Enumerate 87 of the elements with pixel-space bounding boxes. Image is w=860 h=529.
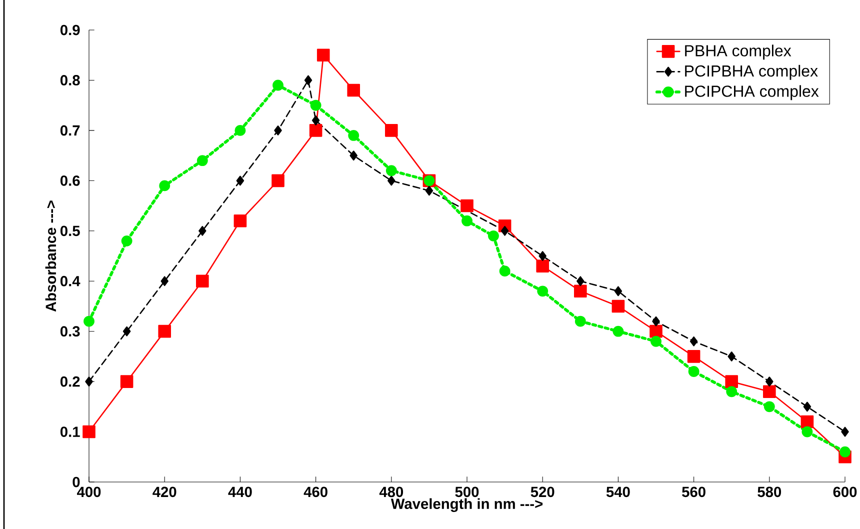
point bbox=[425, 186, 434, 196]
x-tick-label: 560 bbox=[682, 486, 706, 498]
point bbox=[725, 375, 738, 388]
point bbox=[388, 176, 396, 186]
y-tick-label: 0.2 bbox=[60, 376, 80, 387]
point bbox=[348, 130, 360, 141]
point bbox=[764, 401, 775, 412]
point bbox=[652, 316, 660, 326]
point bbox=[688, 366, 700, 377]
point bbox=[316, 48, 330, 62]
x-tick-label: 520 bbox=[530, 486, 554, 498]
y-tick-label: 0.5 bbox=[60, 226, 80, 236]
legend-label: PBHA complex bbox=[685, 44, 792, 60]
point bbox=[236, 176, 244, 186]
point bbox=[840, 446, 850, 458]
point bbox=[690, 336, 698, 346]
point bbox=[803, 402, 812, 412]
point bbox=[538, 251, 546, 261]
x-axis-title: Wavelength in nm ---> bbox=[390, 498, 543, 512]
point bbox=[612, 326, 624, 337]
point bbox=[234, 214, 247, 228]
point bbox=[198, 226, 206, 236]
legend-label: PCIPCHA complex bbox=[685, 85, 819, 100]
point bbox=[462, 215, 472, 226]
x-tick-label: 440 bbox=[228, 486, 252, 498]
point bbox=[272, 80, 284, 91]
point bbox=[537, 286, 548, 297]
point bbox=[650, 324, 662, 338]
point bbox=[650, 336, 662, 347]
point bbox=[726, 386, 738, 398]
x-tick-label: 460 bbox=[304, 486, 328, 498]
y-tick-label: 0.8 bbox=[60, 75, 80, 86]
y-tick-label: 0.9 bbox=[60, 24, 80, 36]
point bbox=[574, 316, 586, 327]
point bbox=[85, 376, 93, 386]
point bbox=[159, 180, 170, 192]
point bbox=[766, 376, 774, 386]
x-tick-label: 400 bbox=[77, 486, 101, 498]
point bbox=[460, 199, 474, 212]
point bbox=[120, 375, 134, 388]
point bbox=[800, 415, 814, 428]
point bbox=[488, 230, 499, 242]
y-tick-label: 0.4 bbox=[60, 276, 80, 286]
point bbox=[309, 124, 322, 137]
y-tick-label: 0.3 bbox=[60, 326, 80, 337]
point bbox=[614, 286, 622, 296]
point bbox=[196, 274, 209, 288]
point bbox=[802, 426, 813, 438]
point bbox=[272, 174, 284, 188]
point bbox=[728, 352, 736, 362]
point bbox=[84, 316, 94, 327]
x-tick-label: 580 bbox=[758, 486, 782, 498]
x-tick-label: 600 bbox=[833, 486, 857, 498]
point bbox=[687, 350, 700, 363]
point bbox=[158, 324, 172, 338]
point bbox=[234, 124, 246, 136]
point bbox=[160, 276, 168, 286]
point bbox=[312, 115, 320, 126]
y-tick-label: 0.7 bbox=[60, 125, 80, 136]
point bbox=[350, 150, 358, 160]
y-axis-title: Absorbance ---> bbox=[45, 200, 56, 312]
point bbox=[763, 385, 776, 398]
point bbox=[347, 84, 360, 97]
point bbox=[385, 124, 398, 137]
x-tick-label: 480 bbox=[379, 486, 404, 498]
point bbox=[386, 165, 397, 176]
legend-label: PCIPBHA complex bbox=[685, 64, 818, 80]
x-tick-label: 420 bbox=[152, 486, 176, 498]
y-tick-label: 0.6 bbox=[60, 175, 80, 186]
point bbox=[121, 235, 132, 246]
point bbox=[576, 276, 584, 286]
y-tick-label: 0.1 bbox=[60, 426, 80, 437]
point bbox=[310, 100, 322, 111]
point bbox=[841, 426, 849, 437]
point bbox=[82, 425, 96, 438]
point bbox=[612, 300, 625, 313]
point bbox=[122, 326, 131, 336]
point bbox=[304, 75, 312, 86]
point bbox=[196, 155, 208, 166]
x-tick-label: 500 bbox=[455, 486, 479, 498]
point bbox=[574, 284, 587, 298]
point bbox=[274, 126, 282, 136]
point bbox=[499, 266, 510, 277]
y-tick-label: 0 bbox=[72, 476, 80, 488]
point bbox=[500, 226, 509, 236]
x-tick-label: 540 bbox=[606, 486, 630, 498]
point bbox=[536, 260, 550, 272]
